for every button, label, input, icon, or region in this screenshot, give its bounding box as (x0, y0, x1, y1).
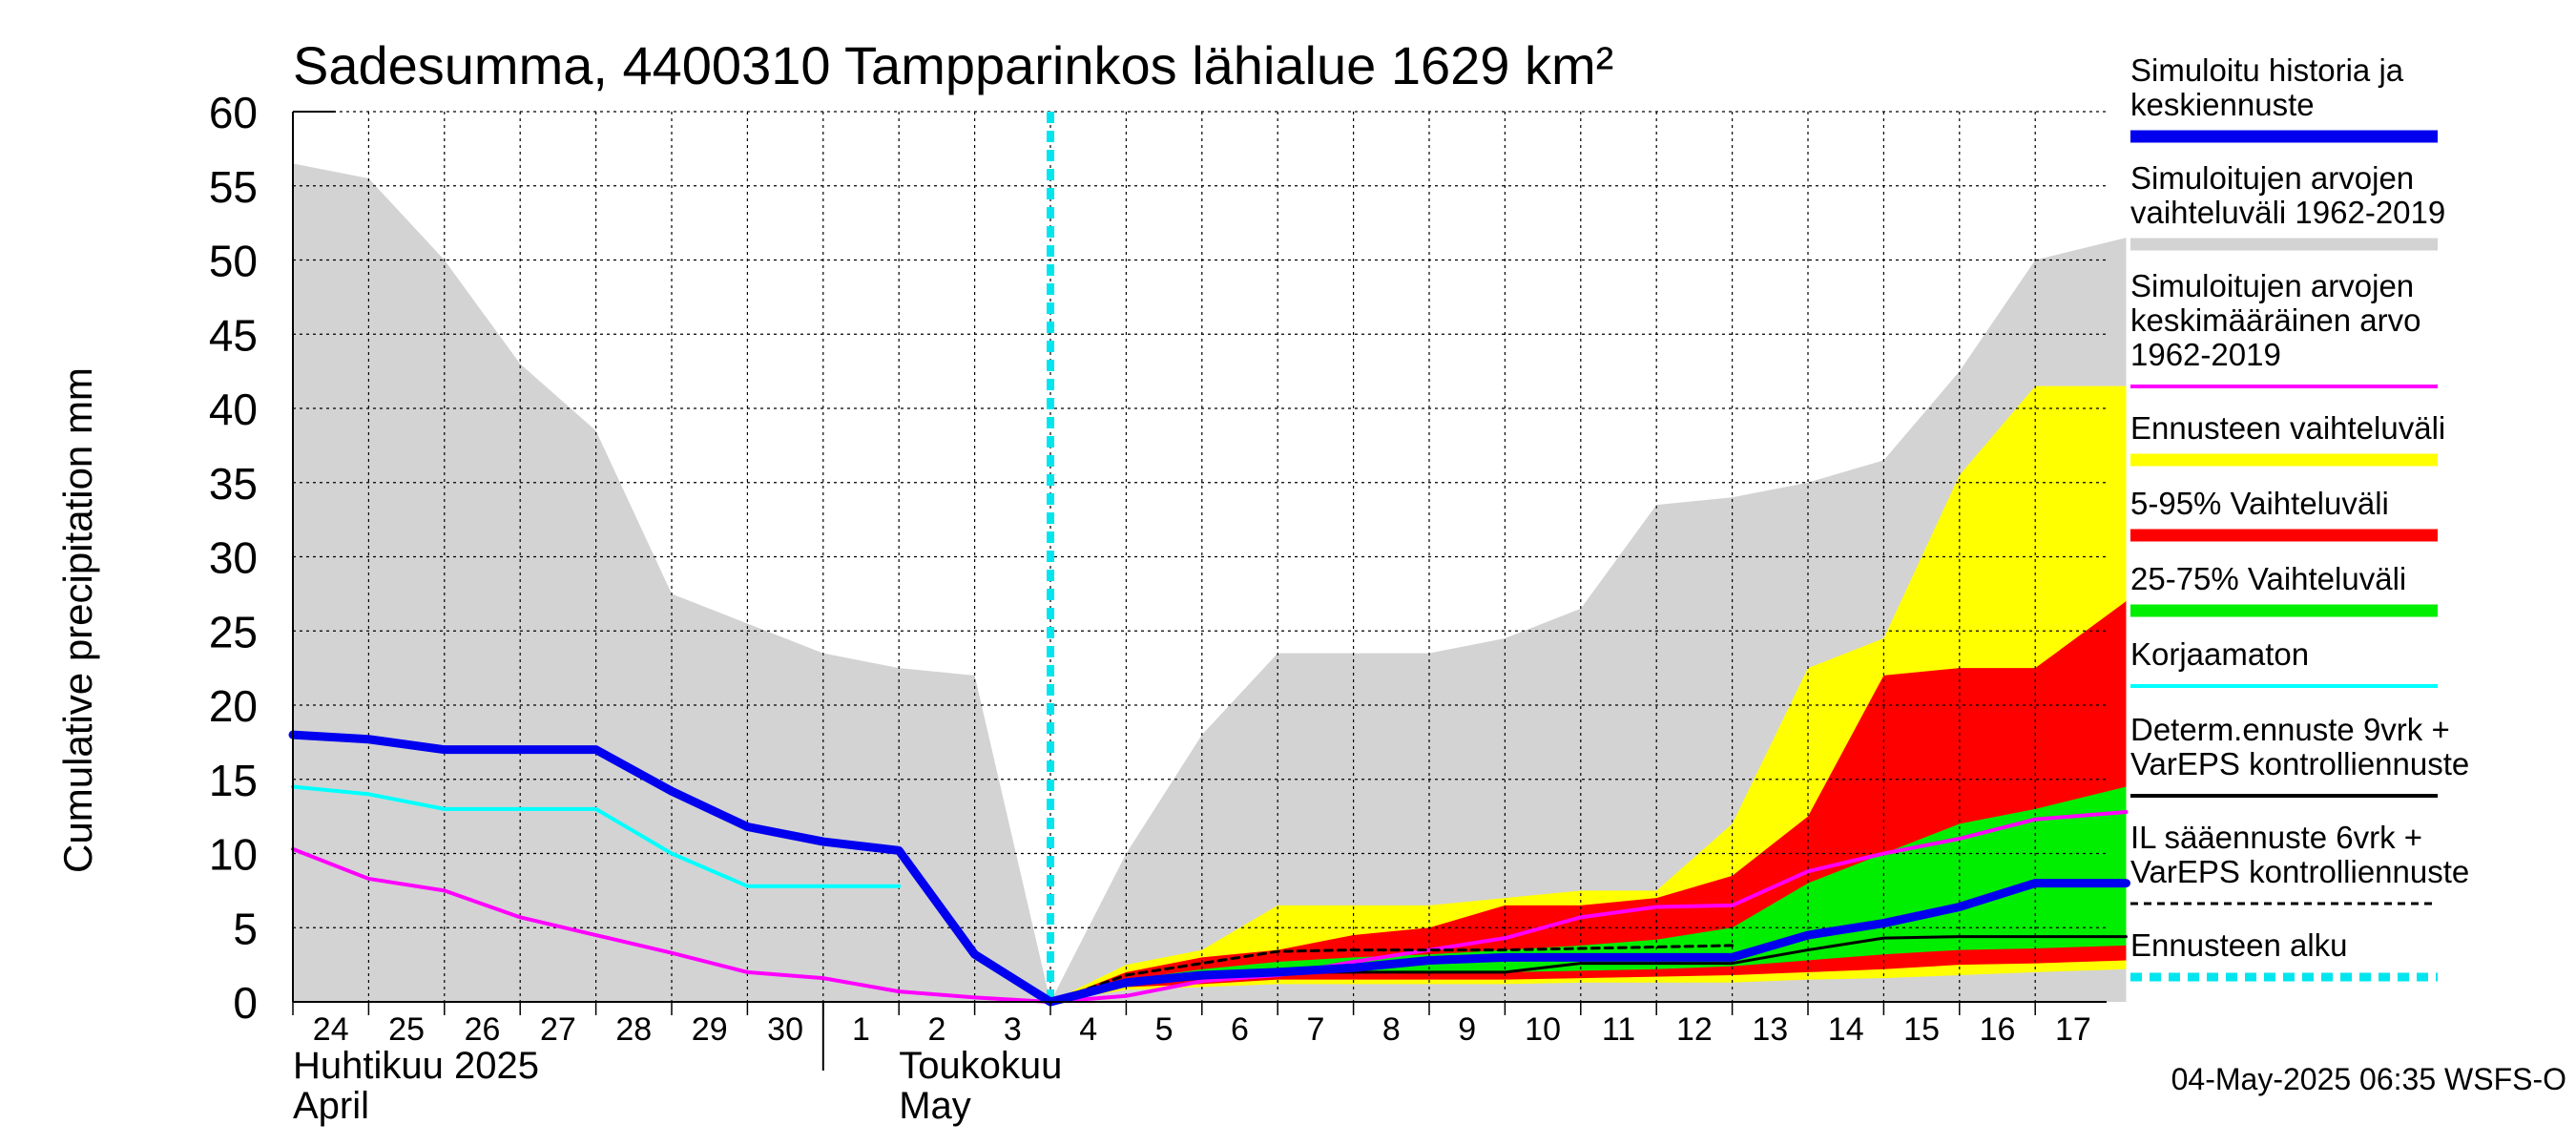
legend-label: IL sääennuste 6vrk + (2130, 820, 2422, 855)
y-tick-label: 20 (209, 681, 258, 731)
legend-label: VarEPS kontrolliennuste (2130, 746, 2469, 781)
x-tick-label: 30 (767, 1011, 803, 1048)
legend-label: 5-95% Vaihteluväli (2130, 486, 2389, 521)
legend-item: Determ.ennuste 9vrk +VarEPS kontrollienn… (2130, 712, 2469, 798)
grid-layer (293, 111, 2107, 1002)
legend-label: 25-75% Vaihteluväli (2130, 561, 2406, 596)
y-tick-label: 25 (209, 607, 258, 656)
legend-label: Simuloitu historia ja (2130, 52, 2404, 88)
legend-label: keskimääräinen arvo (2130, 302, 2420, 338)
chart-title: Sadesumma, 4400310 Tampparinkos lähialue… (293, 35, 1613, 95)
legend-label: Simuloitujen arvojen (2130, 268, 2414, 303)
x-tick-label: 17 (2055, 1011, 2091, 1048)
legend: Simuloitu historia jakeskiennusteSimuloi… (2130, 52, 2469, 982)
x-tick-label: 29 (692, 1011, 728, 1048)
series-line-il-s-ennuste-6vrk-vareps-kontrolliennuste (1049, 944, 1735, 1004)
legend-label: Ennusteen alku (2130, 927, 2348, 963)
y-tick-label: 35 (209, 459, 258, 509)
legend-item: IL sääennuste 6vrk + VarEPS kontrollienn… (2130, 820, 2469, 906)
month-label: May (899, 1085, 971, 1127)
y-tick-label: 55 (209, 162, 258, 212)
y-tick-label: 60 (209, 88, 258, 137)
x-tick-label: 4 (1079, 1011, 1097, 1048)
legend-item: 25-75% Vaihteluväli (2130, 561, 2438, 617)
x-tick-label: 3 (1004, 1011, 1022, 1048)
x-tick-label: 25 (388, 1011, 425, 1048)
x-tick-label: 1 (852, 1011, 870, 1048)
legend-label: Determ.ennuste 9vrk + (2130, 712, 2450, 747)
legend-label: VarEPS kontrolliennuste (2130, 854, 2469, 889)
x-tick-label: 14 (1828, 1011, 1864, 1048)
y-tick-label: 30 (209, 533, 258, 583)
y-tick-label: 40 (209, 385, 258, 434)
x-tick-label: 6 (1231, 1011, 1249, 1048)
x-tick-label: 12 (1676, 1011, 1713, 1048)
legend-label: keskiennuste (2130, 87, 2315, 122)
timestamp-footer: 04-May-2025 06:35 WSFS-O (2171, 1062, 2566, 1096)
x-tick-label: 13 (1752, 1011, 1788, 1048)
y-axis-label: Cumulative precipitation mm (55, 367, 100, 873)
month-label: Huhtikuu 2025 (293, 1045, 539, 1087)
legend-item: Ennusteen alku (2130, 927, 2438, 982)
x-tick-label: 10 (1525, 1011, 1561, 1048)
x-tick-label: 9 (1458, 1011, 1476, 1048)
x-tick-label: 26 (465, 1011, 501, 1048)
series-line-korjaamaton (291, 784, 902, 888)
x-tick-label: 15 (1903, 1011, 1940, 1048)
legend-label: Ennusteen vaihteluväli (2130, 410, 2445, 446)
y-tick-label: 15 (209, 756, 258, 805)
series-line-simuloitu-historia-ja-keskiennuste (288, 730, 2130, 1007)
line-layer (288, 112, 2130, 1007)
legend-label: vaihteluväli 1962-2019 (2130, 195, 2445, 230)
y-tick-label: 5 (233, 904, 258, 953)
y-tick-label: 45 (209, 310, 258, 360)
x-tick-label: 28 (615, 1011, 652, 1048)
band-layer (293, 163, 2127, 1003)
series-line-simuloitujen-arvojen-keskim-r-inen-arvo-1962-2019 (291, 809, 2129, 1004)
x-tick-label: 2 (927, 1011, 945, 1048)
x-tick-label: 27 (540, 1011, 576, 1048)
x-tick-label: 11 (1602, 1011, 1635, 1048)
x-tick-label: 7 (1306, 1011, 1324, 1048)
legend-label: Korjaamaton (2130, 636, 2309, 672)
band-simuloitujen-arvojen-vaihteluv-li-1962-2019 (293, 163, 2127, 1003)
month-label: April (293, 1085, 369, 1127)
x-tick-label: 24 (313, 1011, 349, 1048)
y-tick-label: 10 (209, 830, 258, 880)
y-tick-label: 50 (209, 237, 258, 286)
legend-item: Ennusteen vaihteluväli (2130, 410, 2445, 467)
x-tick-label: 16 (1980, 1011, 2016, 1048)
month-label: Toukokuu (899, 1045, 1062, 1087)
x-tick-label: 8 (1382, 1011, 1401, 1048)
band-25-75-vaihteluv-li (1050, 786, 2127, 1002)
x-tick-label: 5 (1155, 1011, 1174, 1048)
legend-label: Simuloitujen arvojen (2130, 160, 2414, 196)
legend-item: Korjaamaton (2130, 636, 2438, 688)
legend-item: 5-95% Vaihteluväli (2130, 486, 2438, 542)
y-tick-label: 0 (233, 978, 258, 1028)
legend-label: 1962-2019 (2130, 337, 2281, 372)
